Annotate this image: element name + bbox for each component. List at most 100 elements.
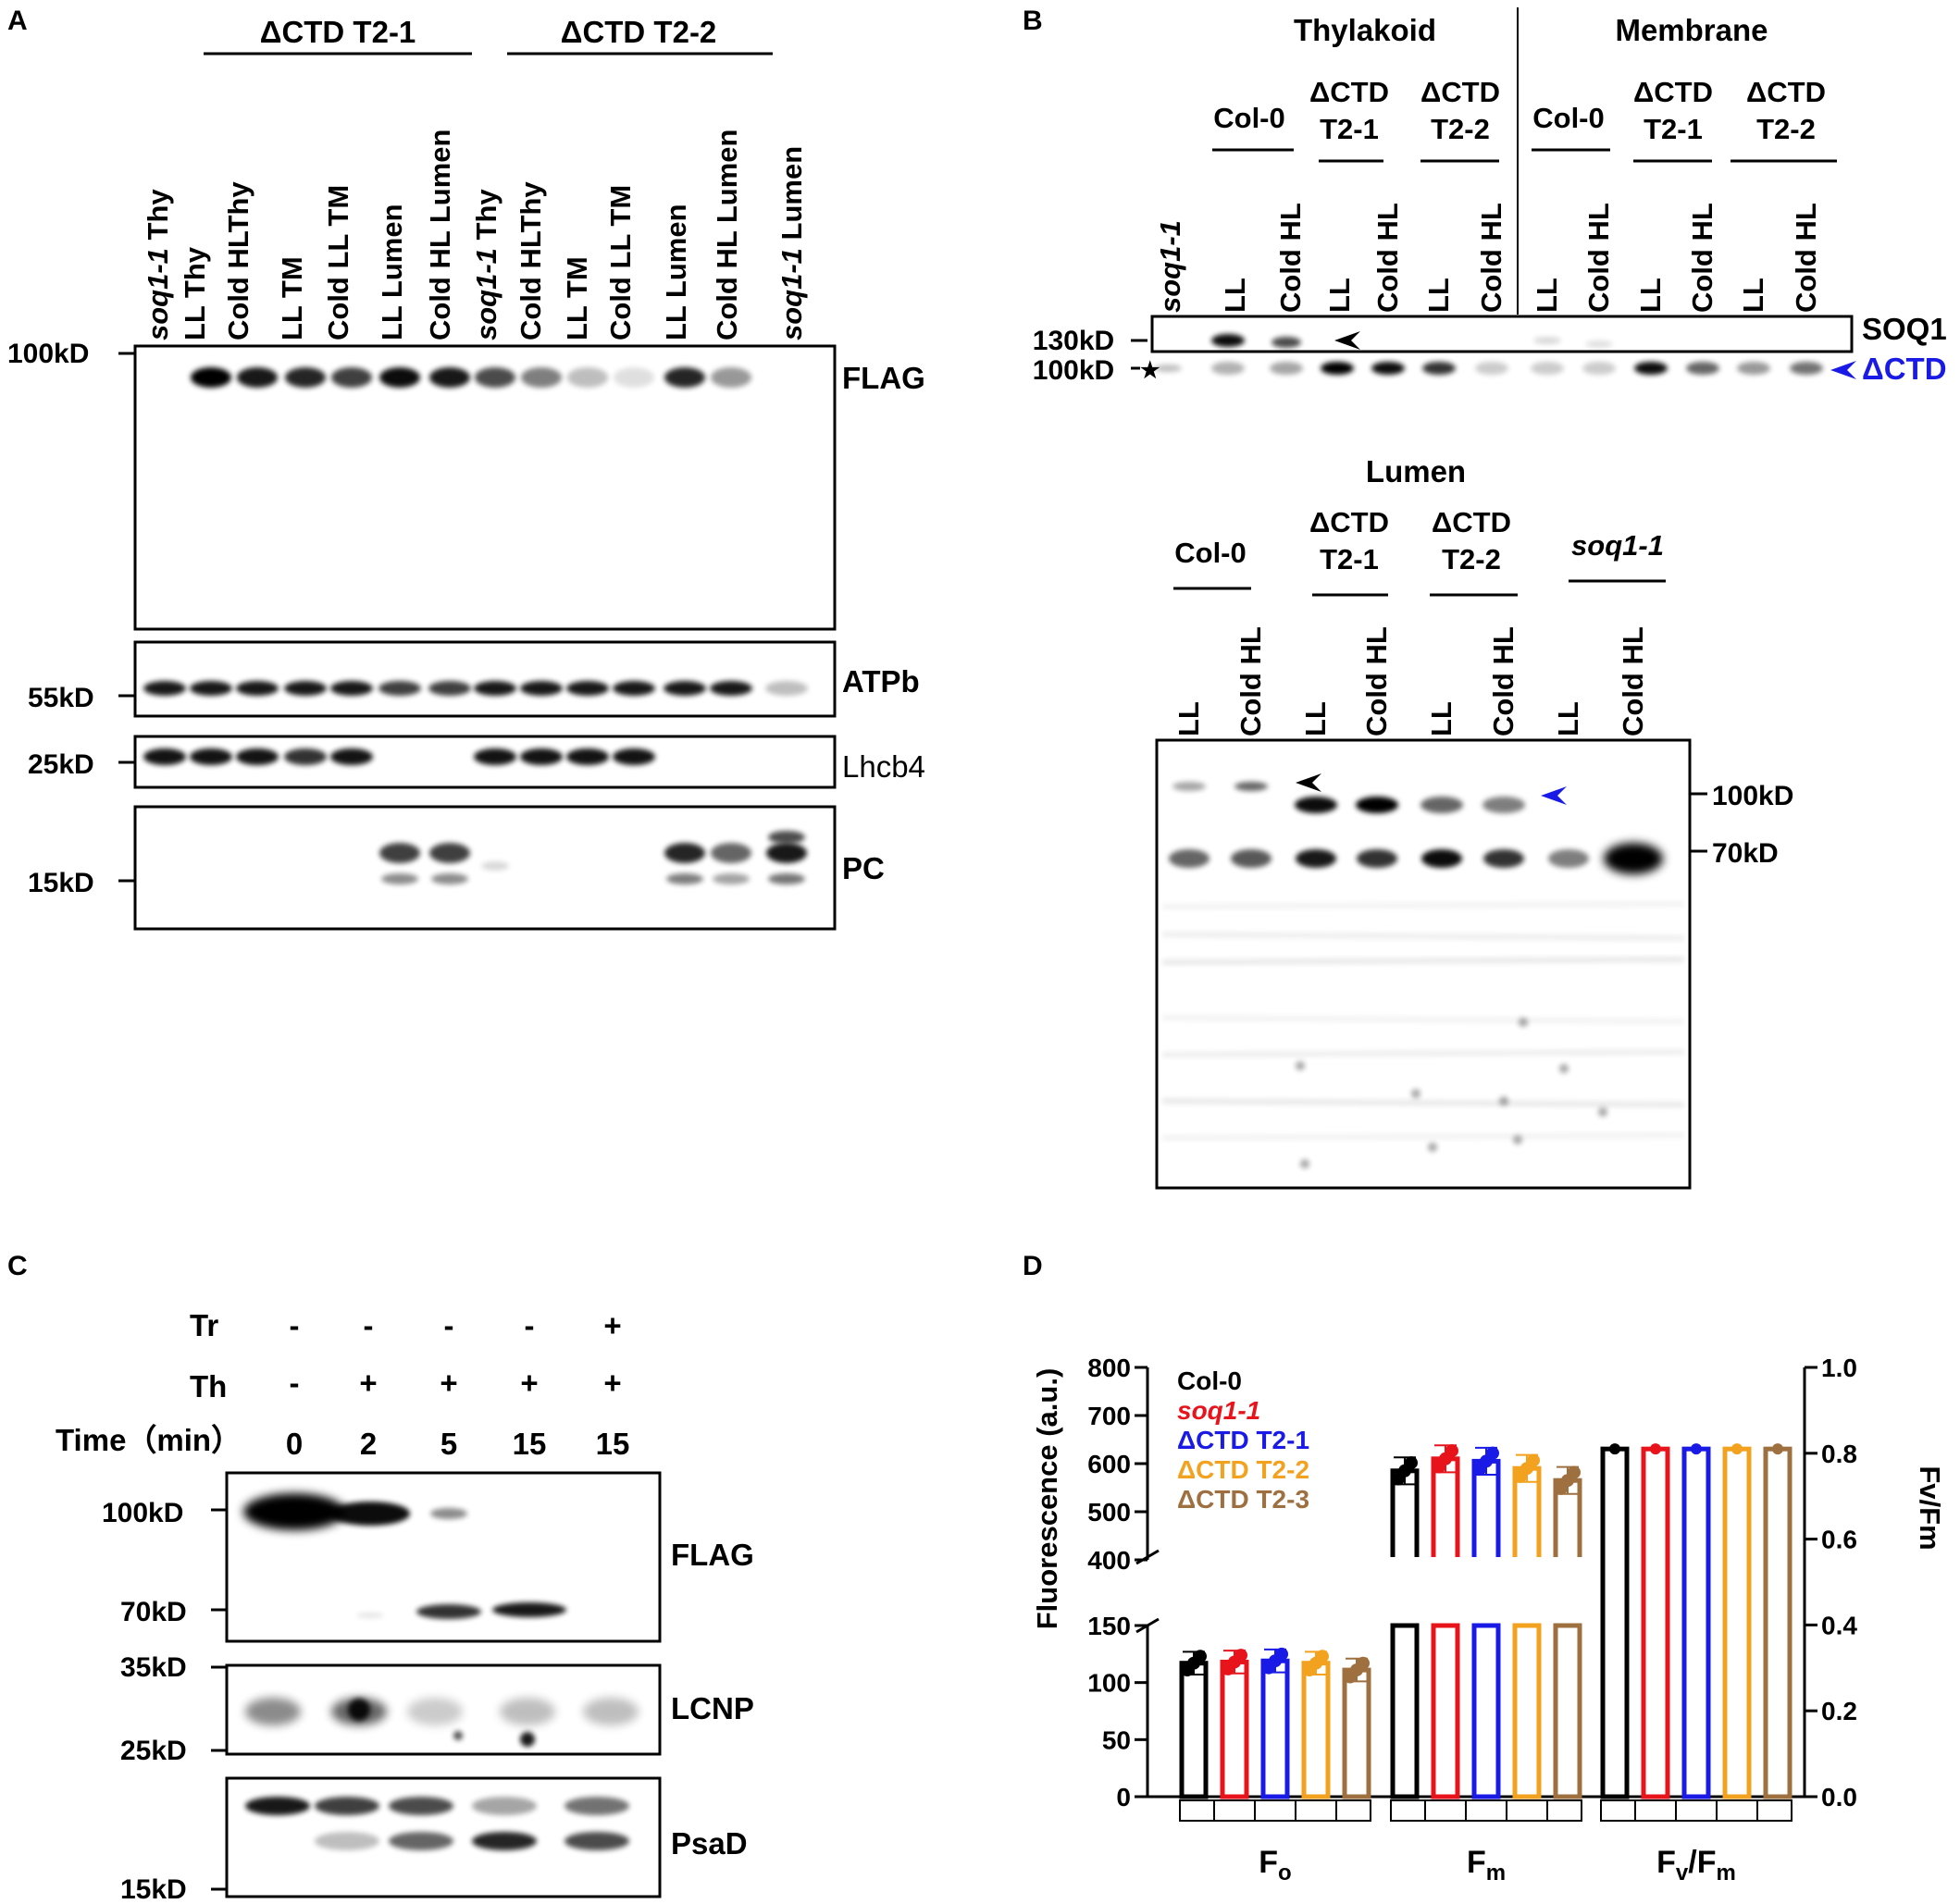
- lane-label-b-top-6: Cold HL: [1475, 203, 1507, 313]
- group-label-b-top-3: ΔCTD: [1420, 76, 1500, 108]
- bar-1-0: [1387, 1456, 1422, 1799]
- lane-label-b-lumen-7: Cold HL: [1617, 626, 1649, 736]
- blot-label-flag-a: FLAG: [842, 361, 925, 395]
- lane-label-a-11: LL Lumen: [660, 204, 692, 340]
- cell-th-4: +: [603, 1366, 621, 1400]
- lane-label-b-lumen-6: LL: [1552, 701, 1584, 736]
- panel-d-chart: Fluorescence (a.u.) Fv/Fm 80070060050040…: [1031, 1354, 1946, 1885]
- bar-2-0: [1600, 1443, 1630, 1799]
- band: [472, 1832, 537, 1850]
- band: [1272, 337, 1301, 348]
- band: [664, 367, 705, 388]
- lane-label-b-top-3: LL: [1323, 278, 1356, 313]
- bar-1-1: [1428, 1444, 1463, 1799]
- band: [330, 1502, 410, 1526]
- panel-c: Tr Th Time（min） - - - - + - + + + +0 2 5 15 15 FLAG 1…: [56, 1308, 754, 1904]
- band: [245, 1698, 301, 1725]
- x-category-1: Fm: [1467, 1845, 1506, 1885]
- cell-time-4: 15: [596, 1427, 630, 1461]
- band: [613, 748, 655, 765]
- header-lumen: Lumen: [1366, 454, 1466, 488]
- y2-tick-4: 0.2: [1821, 1697, 1857, 1725]
- blot-label-pc: PC: [842, 851, 885, 885]
- cell-time-1: 2: [360, 1427, 377, 1461]
- marker-25kd-c: 25kD: [120, 1736, 187, 1766]
- lane-label-a-0: soq1-1 Thy: [142, 189, 174, 340]
- bar-0-2: [1260, 1647, 1290, 1799]
- group-label-b-top-9: T2-2: [1756, 113, 1816, 145]
- band: [1737, 362, 1770, 375]
- band: [520, 748, 563, 765]
- band: [666, 873, 703, 884]
- band: [190, 748, 232, 765]
- band: [191, 367, 231, 388]
- marker-55kd-a: 55kD: [28, 683, 94, 713]
- bar-0-1: [1220, 1649, 1249, 1799]
- group-label-t2-1: ΔCTD T2-1: [260, 15, 416, 49]
- band: [713, 873, 750, 884]
- header-membrane: Membrane: [1615, 13, 1768, 47]
- band: [481, 861, 509, 871]
- y-tick-upper-3: 500: [1087, 1498, 1131, 1527]
- band: [1371, 362, 1405, 375]
- band: [766, 843, 807, 863]
- y2-tick-0: 1.0: [1821, 1354, 1857, 1382]
- row-label-time: Time（min）: [56, 1423, 242, 1457]
- bar-1-3: [1509, 1453, 1544, 1799]
- band: [1475, 362, 1508, 375]
- lane-label-a-9: LL TM: [561, 256, 593, 340]
- band: [520, 681, 563, 696]
- y2-tick-2: 0.6: [1821, 1526, 1857, 1554]
- blot-label-psad: PsaD: [671, 1826, 748, 1861]
- band: [768, 831, 805, 844]
- band: [429, 367, 470, 388]
- legend-item-0: Col-0: [1177, 1366, 1242, 1395]
- band: [381, 873, 418, 884]
- band: [1548, 849, 1589, 868]
- lane-label-b-lumen-1: Cold HL: [1234, 626, 1267, 736]
- bar-2-4: [1763, 1443, 1793, 1799]
- cell-tr-2: -: [444, 1308, 454, 1342]
- band: [315, 1832, 379, 1850]
- cell-tr-4: +: [603, 1308, 621, 1342]
- y-tick-lower-0: 150: [1087, 1612, 1131, 1640]
- marker-70kd-c: 70kD: [120, 1597, 187, 1627]
- band: [190, 681, 232, 696]
- arrowhead-black-icon: [1334, 331, 1360, 350]
- bar-2-3: [1722, 1443, 1752, 1799]
- legend-item-2: ΔCTD T2-1: [1177, 1426, 1309, 1454]
- marker-35kd-c: 35kD: [120, 1652, 187, 1683]
- lane-label-a-12: Cold HL Lumen: [711, 130, 743, 340]
- band: [285, 367, 326, 388]
- band: [1295, 797, 1337, 813]
- bar-1-4: [1550, 1465, 1585, 1799]
- lane-label-b-top-11: LL: [1737, 278, 1769, 313]
- lane-label-b-top-4: Cold HL: [1371, 203, 1404, 313]
- band: [710, 681, 752, 696]
- y-tick-lower-3: 0: [1116, 1783, 1131, 1811]
- group-label-b-lumen-0: Col-0: [1174, 537, 1247, 569]
- band: [379, 843, 420, 863]
- lane-label-a-1: LL Thy: [179, 246, 211, 340]
- lane-label-b-top-0: soq1-1: [1154, 220, 1186, 313]
- cell-th-0: -: [290, 1366, 300, 1400]
- band: [416, 1604, 481, 1619]
- cell-th-2: +: [440, 1366, 457, 1400]
- band: [1321, 362, 1354, 375]
- marker-15kd-c: 15kD: [120, 1874, 187, 1904]
- y2-tick-3: 0.4: [1821, 1611, 1857, 1639]
- band: [1790, 362, 1823, 375]
- y-tick-lower-1: 100: [1087, 1669, 1131, 1698]
- bar-2-2: [1681, 1443, 1711, 1799]
- band: [1634, 362, 1668, 375]
- lane-label-a-6: Cold HL Lumen: [424, 130, 456, 340]
- band: [564, 1797, 629, 1815]
- lane-label-b-lumen-2: LL: [1299, 701, 1332, 736]
- band: [1585, 340, 1613, 348]
- blot-label-flag-c: FLAG: [671, 1538, 754, 1572]
- band: [330, 681, 373, 696]
- lane-label-b-top-8: Cold HL: [1582, 203, 1615, 313]
- arrowhead-black-lumen-icon: [1296, 773, 1321, 792]
- group-label-b-top-2: T2-1: [1320, 113, 1379, 145]
- panel-b: Thylakoid Membrane Col-0 ΔCTD T2-1 ΔCTD T2-2…: [1033, 7, 1947, 1190]
